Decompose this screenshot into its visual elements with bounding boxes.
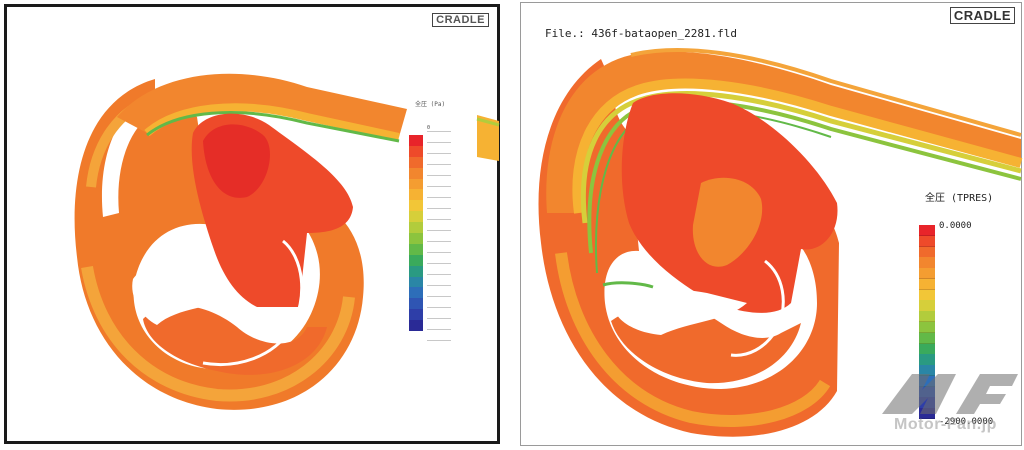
right-panel: CRADLE File.: 436f-bataopen_2281.fld 全圧 …	[520, 2, 1023, 446]
colorbar-swatch	[409, 135, 423, 147]
colorbar-swatch	[409, 222, 423, 234]
colorbar-swatch	[409, 320, 423, 332]
legend-tick-left	[427, 263, 451, 273]
legend-tick-left	[427, 285, 451, 295]
watermark-text: Motor-Fan.jp	[894, 416, 997, 433]
legend-tick-left	[427, 318, 451, 328]
legend-tick-left	[427, 274, 451, 284]
legend-tick-left	[427, 197, 451, 207]
colorbar-swatch	[409, 200, 423, 212]
colorbar-swatch	[409, 298, 423, 310]
colorbar-swatch	[919, 322, 935, 334]
legend-tick-left	[427, 208, 451, 218]
legend-tick-left	[427, 153, 451, 163]
colorbar-swatch	[919, 311, 935, 323]
colorbar-swatch	[409, 287, 423, 299]
legend-max-label: 0.0000	[939, 221, 972, 231]
colorbar-swatch	[409, 309, 423, 321]
colorbar-swatch	[409, 211, 423, 223]
legend-title-right: 全圧 (TPRES)	[925, 193, 994, 204]
colorbar-swatch	[919, 343, 935, 355]
motorfan-logo-icon	[882, 374, 1018, 414]
legend-tick-left	[427, 252, 451, 262]
pressure-contour-left	[74, 73, 500, 410]
legend-tick-left	[427, 230, 451, 240]
legend-tick-left	[427, 219, 451, 229]
colorbar-swatch	[919, 332, 935, 345]
colorbar-swatch	[409, 265, 423, 278]
pressure-contour-right	[538, 48, 1023, 437]
colorbar-swatch	[409, 156, 423, 169]
colorbar-swatch	[409, 145, 423, 158]
colorbar-swatch	[409, 276, 423, 288]
file-label: File.: 436f-bataopen_2281.fld	[545, 27, 738, 40]
legend-tick-left	[427, 164, 451, 174]
colorbar-swatch	[919, 289, 935, 301]
colorbar-swatch	[919, 257, 935, 269]
legend-title-left: 全圧 (Pa)	[415, 101, 446, 108]
colorbar-swatch	[409, 178, 423, 190]
colorbar-left	[409, 135, 423, 332]
colorbar-swatch	[919, 268, 935, 280]
legend-tick-left	[427, 142, 451, 152]
legend-tick-left	[427, 131, 451, 141]
legend-tick-left	[427, 307, 451, 317]
legend-min-label: -2900.0000	[939, 417, 994, 427]
colorbar-swatch	[919, 300, 935, 312]
cradle-logo-left: CRADLE	[432, 13, 489, 27]
colorbar-swatch	[409, 233, 423, 245]
colorbar-swatch	[409, 243, 423, 256]
legend-tick-left	[427, 186, 451, 196]
legend-tick-left	[427, 241, 451, 251]
legend-tick-left	[427, 296, 451, 306]
legend-tick-left	[427, 340, 451, 350]
colorbar-swatch	[919, 225, 935, 237]
colorbar-swatch	[919, 278, 935, 291]
colorbar-swatch	[409, 254, 423, 267]
legend-top-label-left: 0	[427, 125, 431, 131]
colorbar-swatch	[409, 189, 423, 201]
left-panel: CRADLE 全圧 (Pa) 0	[4, 4, 500, 444]
colorbar-swatch	[919, 354, 935, 366]
colorbar-swatch	[919, 235, 935, 248]
legend-tick-left	[427, 329, 451, 339]
colorbar-ticks-left	[427, 131, 461, 341]
cradle-logo-right: CRADLE	[949, 7, 1015, 24]
colorbar-swatch	[919, 246, 935, 258]
colorbar-swatch	[409, 167, 423, 180]
legend-tick-left	[427, 175, 451, 185]
